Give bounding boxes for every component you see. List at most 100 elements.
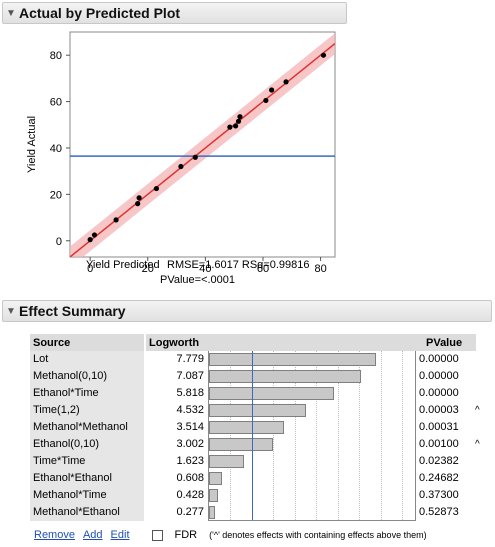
effect-pvalue: 0.00000	[419, 353, 459, 365]
logworth-bar	[209, 404, 307, 417]
logworth-bar	[209, 370, 361, 383]
y-tick-label: 40	[50, 143, 62, 155]
effect-logworth: 3.002	[176, 438, 204, 450]
effect-caret	[475, 351, 485, 368]
logworth-bar	[209, 387, 334, 400]
effect-pvalue: 0.00100	[419, 438, 459, 450]
x-tick-label: 40	[199, 263, 211, 275]
data-point	[87, 237, 93, 243]
effect-logworth: 0.428	[176, 489, 204, 501]
effect-summary-header[interactable]: ▼ Effect Summary	[2, 300, 492, 322]
significance-threshold-line	[251, 351, 253, 520]
effect-caret	[475, 385, 485, 402]
effect-summary-table: Source Logworth PValue Lot 7.779 0.00000 Me…	[30, 334, 482, 521]
effect-caret	[475, 419, 485, 436]
effect-source: Methanol*Time	[30, 487, 144, 504]
remove-button[interactable]: Remove	[34, 529, 75, 541]
effect-row[interactable]: Methanol*Time 0.428 0.37300	[30, 487, 482, 504]
x-tick-label: 60	[257, 263, 269, 275]
effect-caret	[475, 368, 485, 385]
grid-line	[401, 351, 403, 520]
effect-source: Time*Time	[30, 453, 144, 470]
y-tick-label: 0	[56, 236, 62, 248]
disclosure-triangle-icon[interactable]: ▼	[6, 7, 16, 19]
logworth-bar	[209, 506, 215, 519]
effect-pvalue: 0.00000	[419, 370, 459, 382]
effect-pvalue: 0.24682	[419, 472, 459, 484]
logworth-bar	[209, 455, 244, 468]
fit-pvalue: PValue=<.0001	[160, 274, 236, 286]
y-tick-label: 60	[50, 97, 62, 109]
caret-column-header	[478, 334, 482, 351]
pvalue-column-header[interactable]: PValue	[416, 334, 476, 351]
logworth-bar	[209, 353, 376, 366]
data-point	[135, 201, 141, 207]
effect-logworth: 7.087	[176, 370, 204, 382]
data-point	[113, 217, 119, 223]
effect-logworth: 0.608	[176, 472, 204, 484]
effect-caret	[475, 470, 485, 487]
data-point	[237, 114, 243, 120]
data-point	[178, 163, 184, 170]
effect-source: Methanol*Ethanol	[30, 504, 144, 521]
effect-logworth: 4.532	[176, 404, 204, 416]
fdr-label: FDR	[174, 529, 198, 541]
effect-logworth: 0.277	[176, 506, 204, 518]
confidence-band	[70, 33, 335, 257]
effect-source: Ethanol(0,10)	[30, 436, 144, 453]
effect-row[interactable]: Ethanol*Ethanol 0.608 0.24682	[30, 470, 482, 487]
effect-row[interactable]: Time*Time 1.623 0.02382	[30, 453, 482, 470]
disclosure-triangle-icon[interactable]: ▼	[6, 305, 16, 317]
effect-source: Lot	[30, 351, 144, 368]
data-point	[91, 232, 98, 238]
effect-pvalue: 0.00000	[419, 387, 459, 399]
effect-pvalue: 0.00031	[419, 421, 459, 433]
add-button[interactable]: Add	[82, 529, 103, 541]
effect-row[interactable]: Ethanol(0,10) 3.002 0.00100 ^	[30, 436, 482, 453]
grid-line	[230, 351, 232, 520]
effect-source: Methanol*Methanol	[30, 419, 144, 436]
y-axis-label: Yield Actual	[26, 116, 38, 173]
effect-pvalue: 0.00003	[419, 404, 459, 416]
fdr-checkbox[interactable]	[151, 529, 163, 541]
caret-note: ('^' denotes effects with containing eff…	[209, 530, 427, 540]
grid-line	[337, 351, 339, 520]
data-point	[153, 185, 160, 192]
data-point	[283, 79, 289, 85]
effect-pvalue: 0.37300	[419, 489, 459, 501]
y-tick-label: 20	[50, 189, 62, 201]
fit-stats: RMSE=1.6017 RSq=0.99816	[167, 259, 310, 271]
logworth-bar-chart	[208, 351, 416, 521]
effect-pvalue: 0.52873	[419, 506, 459, 518]
logworth-column-header[interactable]: Logworth	[146, 334, 208, 351]
effect-row[interactable]: Ethanol*Time 5.818 0.00000	[30, 385, 482, 402]
actual-by-predicted-header[interactable]: ▼ Actual by Predicted Plot	[2, 2, 347, 24]
x-tick-label: 0	[87, 263, 93, 275]
effect-row[interactable]: Lot 7.779 0.00000	[30, 351, 482, 368]
effect-logworth: 7.779	[176, 353, 204, 365]
source-column-header[interactable]: Source	[30, 334, 144, 351]
x-tick-label: 20	[142, 263, 154, 275]
logworth-bar	[209, 438, 274, 451]
y-tick-label: 80	[50, 50, 62, 62]
grid-line	[359, 351, 361, 520]
effect-logworth: 1.623	[176, 455, 204, 467]
effect-row[interactable]: Methanol(0,10) 7.087 0.00000	[30, 368, 482, 385]
section-title: Effect Summary	[19, 303, 126, 319]
bar-column-header	[208, 334, 416, 351]
logworth-bar	[209, 421, 285, 434]
logworth-bar	[209, 472, 223, 485]
data-point	[227, 124, 233, 130]
edit-button[interactable]: Edit	[110, 529, 130, 541]
data-point	[136, 195, 142, 201]
effect-logworth: 5.818	[176, 387, 204, 399]
effect-row[interactable]: Methanol*Ethanol 0.277 0.52873	[30, 504, 482, 521]
effect-caret: ^	[475, 439, 480, 450]
grid-line	[316, 351, 318, 520]
effect-logworth: 3.514	[176, 421, 204, 433]
effect-row[interactable]: Time(1,2) 4.532 0.00003 ^	[30, 402, 482, 419]
data-point	[192, 154, 198, 160]
effect-source: Ethanol*Ethanol	[30, 470, 144, 487]
effect-row[interactable]: Methanol*Methanol 3.514 0.00031	[30, 419, 482, 436]
effect-caret	[475, 504, 485, 521]
